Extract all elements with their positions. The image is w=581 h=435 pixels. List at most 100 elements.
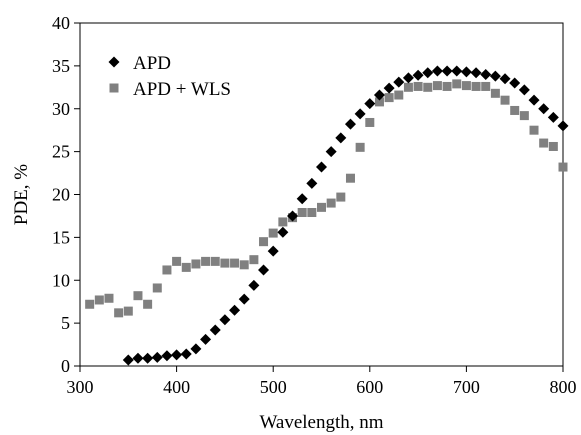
apd-point: [219, 314, 231, 326]
apd-wls-point: [548, 141, 558, 151]
x-tick-label: 700: [453, 377, 480, 397]
apd-wls-point: [152, 283, 162, 293]
apd-point: [180, 348, 192, 360]
apd-point: [151, 351, 163, 363]
apd-wls-point: [172, 256, 182, 266]
apd-wls-point: [519, 111, 529, 121]
apd-point: [248, 279, 260, 291]
apd-point: [431, 65, 443, 77]
apd-point: [499, 73, 511, 85]
apd-point: [383, 82, 395, 94]
apd-wls-point: [143, 299, 153, 309]
legend-marker: [109, 83, 119, 93]
apd-wls-point: [230, 258, 240, 268]
apd-wls-point: [384, 93, 394, 103]
apd-point: [258, 264, 270, 276]
apd-wls-point: [326, 198, 336, 208]
apd-wls-point: [442, 81, 452, 91]
x-tick-label: 400: [163, 377, 190, 397]
y-tick-label: 15: [52, 227, 70, 247]
apd-wls-point: [220, 258, 230, 268]
y-tick-label: 35: [52, 56, 70, 76]
apd-wls-point: [394, 90, 404, 100]
apd-point: [364, 98, 376, 110]
apd-wls-point: [123, 306, 133, 316]
apd-point: [190, 343, 202, 355]
apd-point: [200, 333, 212, 345]
apd-wls-point: [529, 125, 539, 135]
apd-point: [296, 193, 308, 205]
x-tick-label: 600: [356, 377, 383, 397]
apd-wls-point: [210, 256, 220, 266]
apd-wls-point: [278, 217, 288, 227]
apd-wls-point: [481, 81, 491, 91]
apd-wls-point: [510, 105, 520, 115]
axes: 0 5 10 15 20 25 30 35 40 300 400 500 600 700 800: [52, 13, 577, 397]
apd-point: [122, 354, 134, 366]
apd-wls-point: [345, 173, 355, 183]
apd-wls-point: [94, 295, 104, 305]
legend-item: APD + WLS: [109, 79, 231, 100]
apd-point: [229, 304, 241, 316]
apd-point: [142, 352, 154, 364]
apd-wls-point: [500, 95, 510, 105]
apd-wls-point: [403, 82, 413, 92]
apd-point: [335, 132, 347, 144]
apd-point: [557, 120, 569, 132]
apd-wls-point: [355, 142, 365, 152]
apd-point: [354, 108, 366, 120]
series-apd: [122, 65, 569, 366]
apd-point: [528, 94, 540, 106]
apd-point: [277, 226, 289, 238]
apd-wls-point: [259, 237, 269, 247]
apd-point: [480, 68, 492, 80]
apd-wls-point: [558, 162, 568, 172]
y-tick-label: 25: [52, 142, 70, 162]
apd-point: [344, 118, 356, 130]
apd-wls-point: [413, 81, 423, 91]
apd-point: [402, 72, 414, 84]
apd-wls-point: [191, 259, 201, 269]
apd-point: [306, 177, 318, 189]
x-axis-label: Wavelength, nm: [259, 412, 383, 433]
apd-wls-point: [297, 208, 307, 218]
y-axis-label: PDE, %: [11, 164, 32, 225]
apd-point: [547, 111, 559, 123]
apd-wls-point: [471, 81, 481, 91]
apd-wls-point: [539, 138, 549, 148]
apd-wls-point: [104, 293, 114, 303]
apd-point: [489, 70, 501, 82]
legend-label: APD: [133, 53, 171, 74]
apd-point: [287, 210, 299, 222]
apd-wls-point: [423, 82, 433, 92]
apd-wls-point: [461, 81, 471, 91]
y-tick-label: 10: [52, 270, 70, 290]
apd-point: [267, 245, 279, 257]
apd-point: [422, 67, 434, 79]
apd-wls-point: [114, 308, 124, 318]
y-tick-label: 0: [61, 356, 70, 376]
y-tick-label: 20: [52, 185, 70, 205]
apd-point: [460, 66, 472, 78]
apd-point: [393, 76, 405, 88]
apd-point: [171, 349, 183, 361]
legend: APD APD + WLS: [108, 53, 231, 100]
x-tick-label: 800: [550, 377, 577, 397]
x-tick-label: 300: [67, 377, 94, 397]
apd-wls-point: [365, 117, 375, 127]
series-apd-wls: [85, 79, 568, 318]
apd-wls-point: [452, 79, 462, 89]
apd-point: [412, 69, 424, 81]
apd-point: [132, 352, 144, 364]
legend-item: APD: [108, 53, 171, 74]
apd-wls-point: [162, 265, 172, 275]
apd-point: [441, 65, 453, 77]
apd-wls-point: [374, 97, 384, 107]
y-tick-label: 40: [52, 13, 70, 33]
x-tick-label: 500: [260, 377, 287, 397]
apd-wls-point: [133, 291, 143, 301]
apd-point: [209, 324, 221, 336]
apd-wls-point: [201, 256, 211, 266]
apd-wls-point: [181, 262, 191, 272]
